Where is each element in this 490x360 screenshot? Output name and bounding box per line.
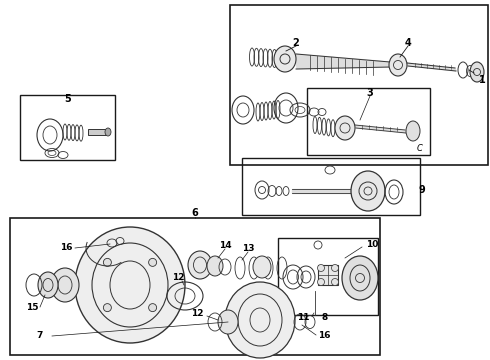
- Bar: [242, 158, 420, 215]
- Ellipse shape: [188, 251, 212, 279]
- Text: C: C: [417, 144, 423, 153]
- Text: 10: 10: [366, 239, 378, 248]
- Circle shape: [318, 265, 324, 271]
- Ellipse shape: [51, 268, 79, 302]
- Circle shape: [103, 303, 111, 312]
- Bar: [88, 129, 106, 135]
- Circle shape: [148, 303, 157, 312]
- Circle shape: [148, 258, 157, 266]
- Text: 6: 6: [192, 208, 198, 218]
- Ellipse shape: [470, 62, 484, 82]
- Ellipse shape: [253, 256, 271, 278]
- Ellipse shape: [225, 282, 295, 358]
- Text: 5: 5: [65, 94, 72, 104]
- Ellipse shape: [38, 272, 58, 298]
- Bar: [318, 265, 338, 285]
- Bar: [278, 238, 378, 315]
- Bar: [307, 88, 430, 155]
- Text: 11: 11: [297, 314, 309, 323]
- Text: 16: 16: [318, 330, 330, 339]
- Text: 12: 12: [191, 309, 203, 318]
- Bar: [10, 218, 380, 355]
- Ellipse shape: [335, 116, 355, 140]
- Polygon shape: [296, 54, 391, 69]
- Ellipse shape: [342, 256, 378, 300]
- Ellipse shape: [351, 171, 385, 211]
- Text: 14: 14: [219, 240, 231, 249]
- Ellipse shape: [75, 227, 185, 343]
- Ellipse shape: [207, 256, 223, 276]
- Bar: [230, 5, 488, 165]
- Ellipse shape: [389, 54, 407, 76]
- Text: 13: 13: [242, 243, 254, 252]
- Bar: [20, 95, 115, 160]
- Ellipse shape: [218, 310, 238, 334]
- Circle shape: [332, 279, 339, 285]
- Circle shape: [318, 279, 324, 285]
- Text: 3: 3: [367, 88, 373, 98]
- Ellipse shape: [406, 121, 420, 141]
- Circle shape: [103, 258, 111, 266]
- Ellipse shape: [274, 46, 296, 72]
- Text: 8: 8: [322, 314, 328, 323]
- Text: 9: 9: [418, 185, 425, 195]
- Text: 12: 12: [172, 274, 184, 283]
- Text: 2: 2: [293, 38, 299, 48]
- Polygon shape: [407, 63, 456, 71]
- Polygon shape: [355, 125, 406, 133]
- Text: 4: 4: [405, 38, 412, 48]
- Text: 7: 7: [37, 332, 43, 341]
- Ellipse shape: [105, 128, 111, 136]
- Text: 15: 15: [26, 303, 38, 312]
- Text: 1: 1: [479, 75, 486, 85]
- Circle shape: [332, 265, 339, 271]
- Text: 16: 16: [60, 243, 72, 252]
- Polygon shape: [292, 189, 355, 193]
